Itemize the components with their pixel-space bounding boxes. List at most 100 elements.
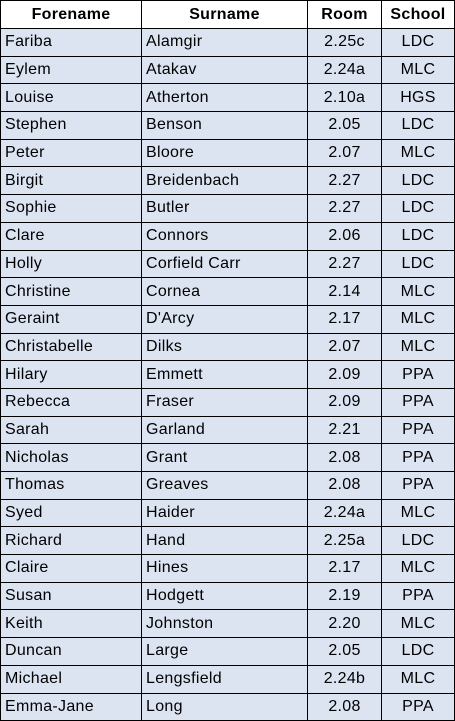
table-row: Rebecca Fraser 2.09 PPA xyxy=(0,387,455,417)
table-row: Stephen Benson 2.05 LDC xyxy=(0,111,455,140)
cell-school: MLC xyxy=(381,138,455,168)
cell-forename: Susan xyxy=(0,581,142,611)
cell-room: 2.08 xyxy=(307,471,382,500)
cell-surname: Large xyxy=(141,637,308,666)
table-body: Fariba Alamgir 2.25c LDC Eylem Atakav 2.24a MLC… xyxy=(0,28,455,721)
cell-surname: Hodgett xyxy=(141,581,308,611)
cell-school: PPA xyxy=(381,360,455,389)
cell-school: LDC xyxy=(381,166,455,196)
cell-forename: Emma-Jane xyxy=(0,692,142,721)
table-row: Geraint D'Arcy 2.17 MLC xyxy=(0,304,455,334)
cell-surname: Atakav xyxy=(141,55,308,85)
cell-surname: Connors xyxy=(141,221,308,251)
cell-surname: Butler xyxy=(141,194,308,223)
table-row: Duncan Large 2.05 LDC xyxy=(0,637,455,666)
cell-forename: Birgit xyxy=(0,166,142,196)
cell-forename: Thomas xyxy=(0,471,142,500)
cell-school: PPA xyxy=(381,581,455,611)
cell-forename: Clare xyxy=(0,221,142,251)
cell-room: 2.27 xyxy=(307,249,382,279)
table-row: Clare Connors 2.06 LDC xyxy=(0,221,455,251)
cell-room: 2.09 xyxy=(307,387,382,417)
cell-school: MLC xyxy=(381,277,455,306)
cell-surname: Johnston xyxy=(141,609,308,639)
table-row: Eylem Atakav 2.24a MLC xyxy=(0,55,455,85)
cell-school: PPA xyxy=(381,443,455,472)
cell-surname: Haider xyxy=(141,498,308,528)
cell-forename: Duncan xyxy=(0,637,142,666)
cell-forename: Peter xyxy=(0,138,142,168)
cell-school: LDC xyxy=(381,194,455,223)
cell-forename: Fariba xyxy=(0,28,142,57)
cell-school: LDC xyxy=(381,221,455,251)
cell-room: 2.25a xyxy=(307,526,382,556)
cell-school: LDC xyxy=(381,637,455,666)
cell-room: 2.10a xyxy=(307,83,382,113)
cell-room: 2.08 xyxy=(307,692,382,721)
cell-school: LDC xyxy=(381,249,455,279)
table-row: Hilary Emmett 2.09 PPA xyxy=(0,360,455,389)
cell-surname: Hand xyxy=(141,526,308,556)
cell-surname: Fraser xyxy=(141,387,308,417)
cell-room: 2.06 xyxy=(307,221,382,251)
cell-room: 2.09 xyxy=(307,360,382,389)
cell-forename: Sarah xyxy=(0,415,142,445)
cell-school: HGS xyxy=(381,83,455,113)
cell-forename: Eylem xyxy=(0,55,142,85)
table-row: Fariba Alamgir 2.25c LDC xyxy=(0,28,455,57)
cell-surname: Long xyxy=(141,692,308,721)
cell-room: 2.27 xyxy=(307,166,382,196)
header-surname: Surname xyxy=(141,0,308,29)
header-school: School xyxy=(381,0,455,29)
table-row: Louise Atherton 2.10a HGS xyxy=(0,83,455,113)
cell-room: 2.08 xyxy=(307,443,382,472)
cell-surname: Breidenbach xyxy=(141,166,308,196)
cell-room: 2.07 xyxy=(307,138,382,168)
cell-forename: Syed xyxy=(0,498,142,528)
cell-surname: Lengsfield xyxy=(141,664,308,694)
cell-forename: Holly xyxy=(0,249,142,279)
cell-surname: Corfield Carr xyxy=(141,249,308,279)
cell-forename: Michael xyxy=(0,664,142,694)
cell-forename: Nicholas xyxy=(0,443,142,472)
cell-surname: Greaves xyxy=(141,471,308,500)
cell-school: MLC xyxy=(381,609,455,639)
cell-room: 2.19 xyxy=(307,581,382,611)
cell-forename: Claire xyxy=(0,554,142,583)
cell-surname: Benson xyxy=(141,111,308,140)
cell-school: MLC xyxy=(381,498,455,528)
cell-surname: Bloore xyxy=(141,138,308,168)
table-row: Michael Lengsfield 2.24b MLC xyxy=(0,664,455,694)
table-row: Sophie Butler 2.27 LDC xyxy=(0,194,455,223)
table-row: Emma-Jane Long 2.08 PPA xyxy=(0,692,455,721)
cell-forename: Christine xyxy=(0,277,142,306)
table-row: Richard Hand 2.25a LDC xyxy=(0,526,455,556)
cell-forename: Louise xyxy=(0,83,142,113)
cell-school: MLC xyxy=(381,554,455,583)
cell-room: 2.24b xyxy=(307,664,382,694)
header-forename: Forename xyxy=(0,0,142,29)
cell-surname: Garland xyxy=(141,415,308,445)
cell-room: 2.17 xyxy=(307,554,382,583)
cell-forename: Sophie xyxy=(0,194,142,223)
cell-room: 2.05 xyxy=(307,111,382,140)
table-row: Christine Cornea 2.14 MLC xyxy=(0,277,455,306)
table-row: Nicholas Grant 2.08 PPA xyxy=(0,443,455,472)
cell-forename: Keith xyxy=(0,609,142,639)
header-room: Room xyxy=(307,0,382,29)
table-row: Sarah Garland 2.21 PPA xyxy=(0,415,455,445)
cell-school: LDC xyxy=(381,28,455,57)
table-row: Keith Johnston 2.20 MLC xyxy=(0,609,455,639)
cell-room: 2.21 xyxy=(307,415,382,445)
table-row: Christabelle Dilks 2.07 MLC xyxy=(0,332,455,362)
header-row: Forename Surname Room School xyxy=(0,0,455,29)
cell-school: MLC xyxy=(381,304,455,334)
cell-surname: Alamgir xyxy=(141,28,308,57)
cell-room: 2.25c xyxy=(307,28,382,57)
table-row: Susan Hodgett 2.19 PPA xyxy=(0,581,455,611)
cell-forename: Rebecca xyxy=(0,387,142,417)
cell-school: LDC xyxy=(381,111,455,140)
cell-school: PPA xyxy=(381,692,455,721)
cell-room: 2.05 xyxy=(307,637,382,666)
cell-room: 2.17 xyxy=(307,304,382,334)
